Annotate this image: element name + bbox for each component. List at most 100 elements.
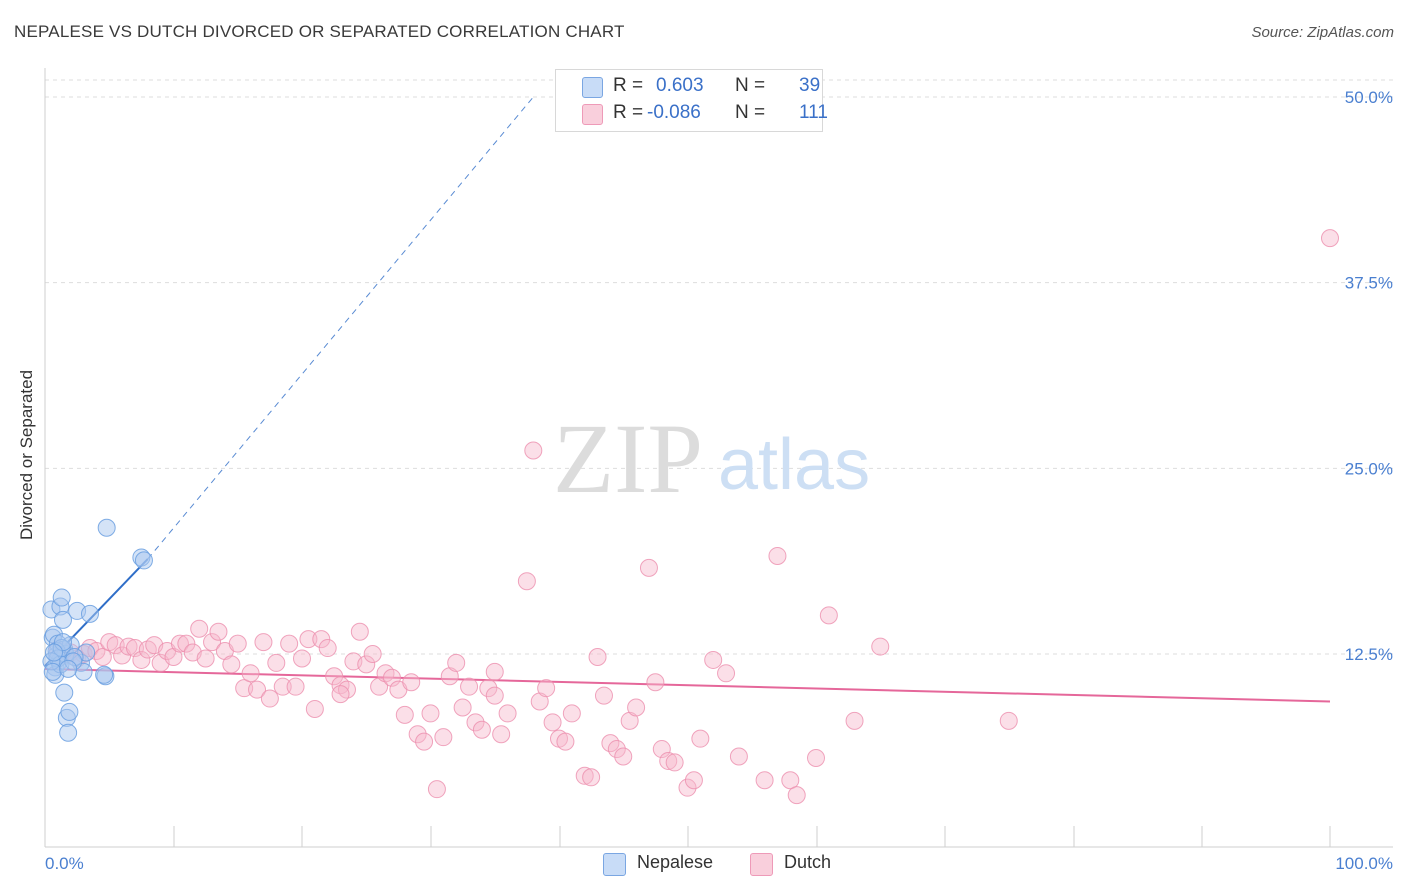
dutch-point [267,653,286,672]
dutch-point [819,606,838,625]
dutch-point [132,650,151,669]
dutch-point [704,650,723,669]
dutch-point [781,771,800,790]
dutch-point [594,686,613,705]
y-tick-label: 37.5% [1345,274,1393,293]
legend-n-value: 39 [799,75,821,96]
dutch-point [170,634,189,653]
dutch-point [537,679,556,698]
dutch-point [485,662,504,681]
dutch-point [607,740,626,759]
dutch-point [999,711,1018,730]
axes [44,68,1393,848]
dutch-point [453,698,472,717]
dutch-point [260,689,279,708]
dutch-point [93,647,112,666]
source-label: Source: ZipAtlas.com [1251,24,1394,41]
dutch-legend-label: Dutch [784,852,832,872]
y-tick-label: 25.0% [1345,459,1393,478]
x-tick-label: 100.0% [1335,854,1393,873]
watermark-zip: ZIP [553,403,703,514]
legend-n-label: N = [735,102,766,123]
dutch-point [209,622,228,641]
dutch-point [318,639,337,658]
dutch-point [678,778,697,797]
dutch-point [280,634,299,653]
dutch-point [357,655,376,674]
dutch-point [119,637,138,656]
dutch-point [639,558,658,577]
nepalese-point [95,665,114,684]
dutch-point [575,766,594,785]
dutch-point [652,740,671,759]
dutch-swatch [582,104,603,125]
dutch-point [691,729,710,748]
dutch-point [646,673,665,692]
dutch-point [434,728,453,747]
dutch-point [190,619,209,638]
dutch-point [273,677,292,696]
dutch-point [659,751,678,770]
dutch-point [331,685,350,704]
dutch-point [228,634,247,653]
dutch-point [299,630,318,649]
dutch-point [479,679,498,698]
dutch-point [588,647,607,666]
nepalese-legend-label: Nepalese [637,852,714,872]
y-tick-label: 50.0% [1345,88,1393,107]
dutch-point [665,753,684,772]
dutch-point [460,677,479,696]
dutch-point [415,732,434,751]
dutch-point [472,720,491,739]
dutch-point [556,732,575,751]
nepalese-point [53,610,72,629]
dutch-point [325,667,344,686]
nepalese-trend-extension [147,96,534,560]
grid [45,79,1393,655]
dutch-point [562,704,581,723]
nepalese-swatch [582,77,603,98]
correlation-legend: R = 0.603 N = 39 R = -0.086 N = 111 [555,69,828,132]
dutch-point [627,698,646,717]
dutch-point [177,634,196,653]
dutch-point [235,679,254,698]
dutch-point [293,649,311,668]
dutch-legend-swatch [750,853,773,876]
nepalese-legend-swatch [603,853,626,876]
legend-n-value: 111 [799,102,828,123]
dutch-point [402,673,421,692]
dutch-point [768,546,787,565]
dutch-point [254,633,273,652]
legend-r-value: -0.086 [647,102,701,123]
dutch-point [248,680,267,699]
dutch-point [498,704,517,723]
dutch-point [125,639,144,658]
legend-r-label: R = [613,75,644,96]
dutch-point [447,653,466,672]
dutch-point [871,637,890,656]
dutch-point [729,747,748,766]
dutch-point [485,686,504,705]
dutch-point [382,668,401,687]
nepalese-point [59,659,78,678]
nepalese-point [44,643,63,662]
dutch-point [395,705,414,724]
dutch-point [684,771,703,790]
dutch-point [203,633,222,652]
watermark-atlas: atlas [718,425,870,505]
dutch-point [787,786,806,805]
dutch-point [582,768,601,787]
dutch-point [524,441,543,460]
nepalese-point [59,723,78,742]
dutch-point [421,704,440,723]
y-tick-label: 12.5% [1345,645,1393,664]
watermark: ZIP atlas [553,403,870,514]
legend-r-label: R = [613,102,644,123]
dutch-point [543,713,562,732]
data-points [42,229,1339,805]
legend-n-label: N = [735,75,766,96]
dutch-point [517,572,536,591]
nepalese-point [97,518,116,537]
x-tick-label: 0.0% [45,854,84,873]
nepalese-point [52,588,71,607]
